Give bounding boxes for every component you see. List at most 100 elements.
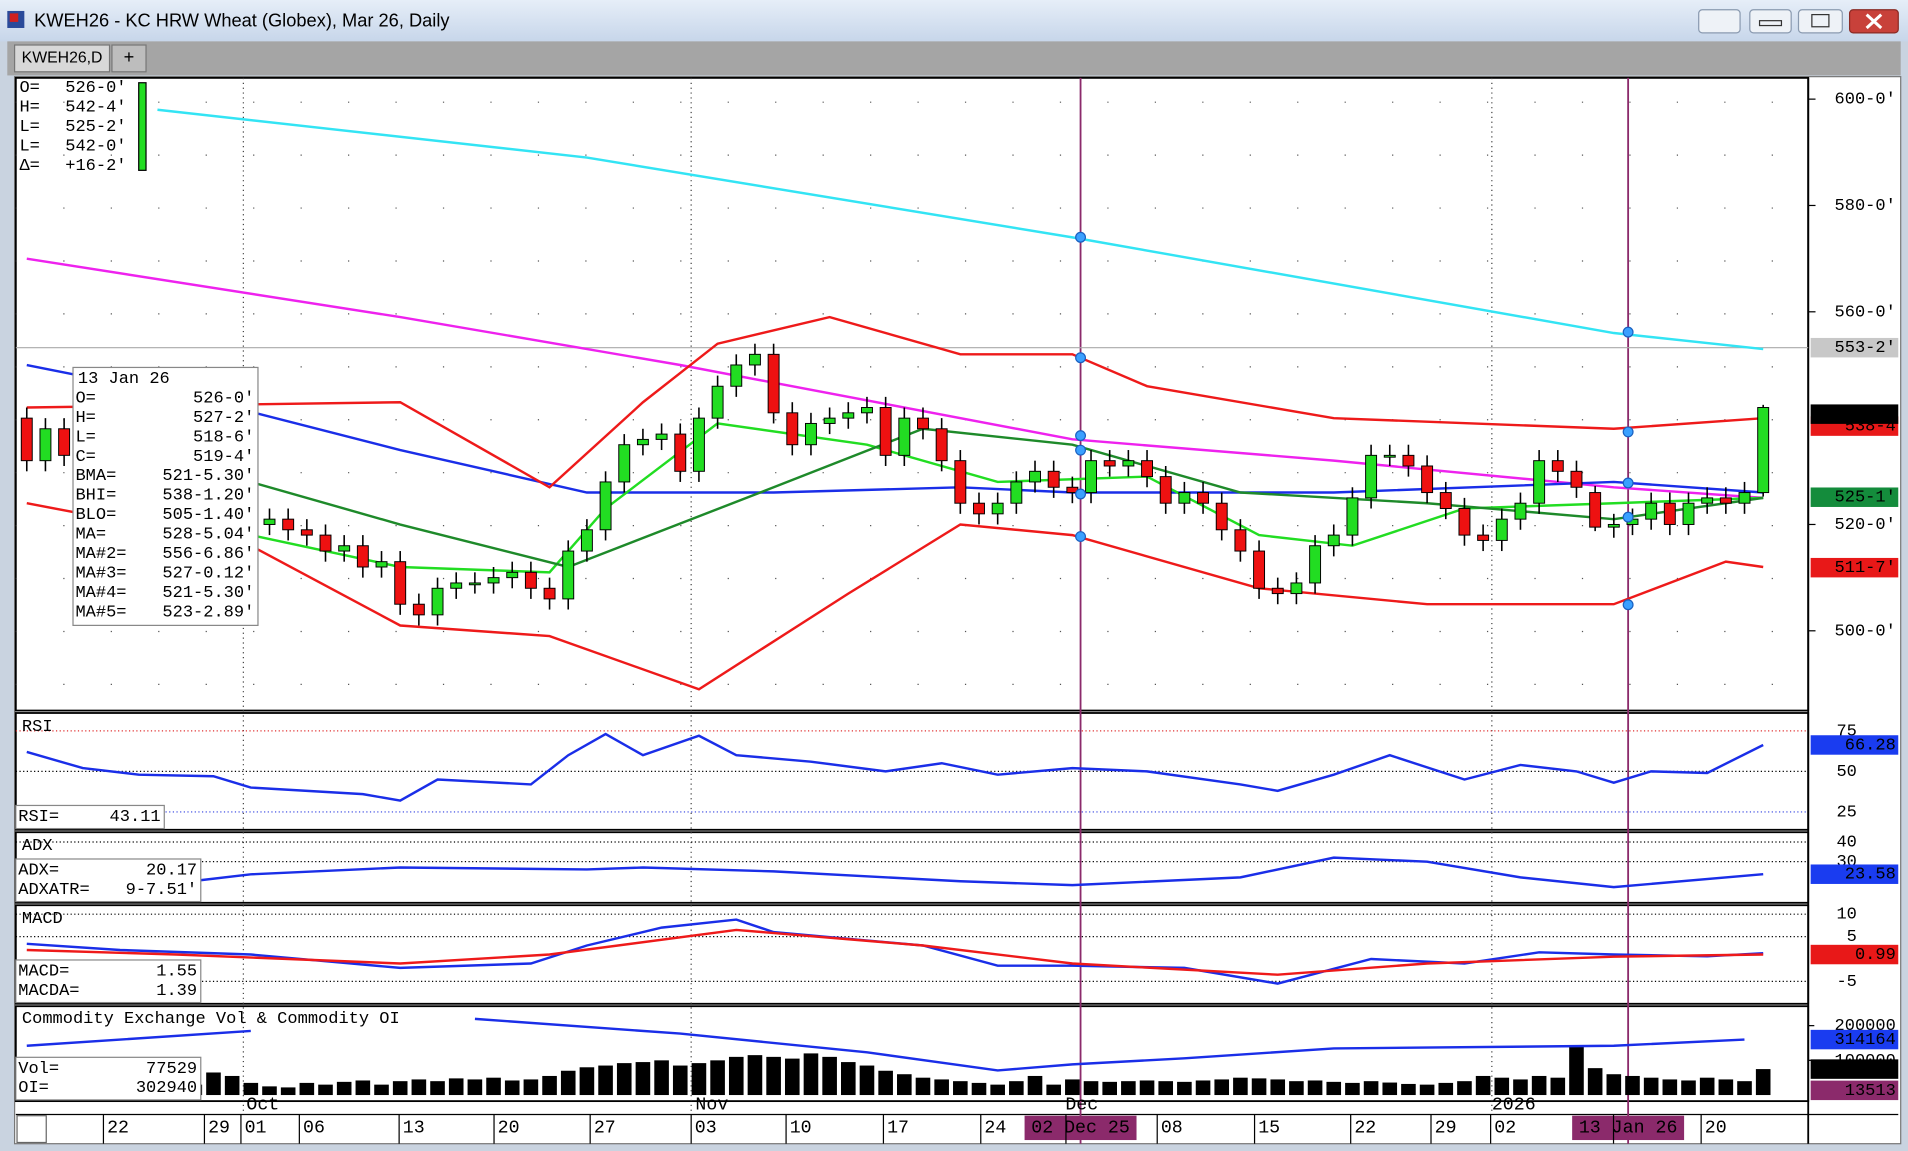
readout-value: 1.55: [156, 962, 197, 981]
cursor-point: [1622, 477, 1634, 489]
price-tag: 511-7': [1835, 559, 1896, 578]
readout-value: 43.11: [110, 808, 161, 827]
candle-body: [282, 518, 295, 531]
candle-body: [711, 385, 724, 419]
candle-body: [1215, 502, 1228, 531]
candle-body: [1234, 529, 1247, 552]
ohlc-label: L=: [19, 118, 39, 137]
candle-body: [1122, 460, 1135, 467]
candle-body: [1570, 470, 1583, 488]
indicator-line: [26, 1017, 1745, 1072]
maximize-button[interactable]: [1797, 9, 1843, 34]
add-tab-button[interactable]: [111, 44, 147, 73]
candle-body: [338, 545, 351, 552]
volume-bar: [224, 1075, 240, 1096]
indicator-line: [26, 502, 1764, 691]
candle-body: [1757, 407, 1770, 494]
price-tag-bg: [1810, 404, 1899, 424]
cursor-point: [1075, 352, 1087, 364]
volume-bar: [262, 1086, 277, 1096]
volume-bar: [1587, 1068, 1603, 1096]
candle-body: [991, 502, 1004, 515]
readout-value: 9-7.51': [126, 881, 197, 900]
volume-bar: [1550, 1077, 1566, 1096]
candle-body: [1383, 454, 1396, 458]
volume-bar: [1531, 1075, 1547, 1096]
candle-body: [1663, 502, 1676, 525]
data-window-date: 13 Jan 26: [78, 370, 170, 389]
readout-box: [15, 1056, 202, 1101]
volume-bar: [1009, 1081, 1024, 1096]
candle-body: [861, 407, 873, 414]
volume-bar: [803, 1053, 819, 1096]
volume-bar: [598, 1065, 613, 1096]
candle-body: [1178, 492, 1191, 504]
cursor-point: [1622, 326, 1634, 338]
candle-body: [39, 428, 52, 462]
volume-bar: [523, 1079, 539, 1096]
x-tick-label: 03: [695, 1119, 717, 1139]
candle-body: [823, 417, 836, 424]
candle-body: [804, 422, 817, 446]
panel-title: RSI: [22, 718, 53, 737]
data-window-value: 538-1.20': [162, 487, 254, 506]
volume-bar: [1699, 1077, 1715, 1096]
close-icon: [1865, 13, 1883, 30]
link-button[interactable]: [1698, 9, 1741, 34]
candle-body: [1047, 470, 1060, 488]
price-tag-bg: [1810, 557, 1899, 578]
candle-body: [506, 571, 519, 579]
candle-body: [730, 364, 743, 387]
volume-bar: [1270, 1079, 1286, 1096]
x-tick-label: 02 Dec 25: [1031, 1119, 1130, 1139]
candle-body: [1365, 454, 1378, 499]
minimize-icon: [1758, 20, 1783, 27]
ohlc-label: O=: [19, 79, 39, 98]
candle-body: [1159, 476, 1172, 504]
candle-body: [1085, 460, 1097, 494]
candle-body: [1197, 492, 1210, 504]
volume-bar: [878, 1070, 893, 1096]
title-bar: [0, 0, 1908, 42]
volume-bar: [1662, 1079, 1678, 1096]
candle-body: [1290, 582, 1303, 595]
volume-bar: [1158, 1081, 1174, 1096]
volume-bar: [542, 1075, 557, 1096]
value-tag: 66.28: [1845, 736, 1896, 755]
volume-bar: [897, 1074, 912, 1096]
data-window-value: 527-2': [193, 409, 254, 428]
data-window-label: MA#3=: [75, 565, 126, 584]
volume-bar: [1625, 1075, 1640, 1096]
candle-body: [58, 428, 71, 456]
volume-bar: [280, 1087, 296, 1096]
x-tick-label: 29: [1435, 1119, 1457, 1139]
candle-body: [1439, 492, 1452, 510]
volume-bar: [430, 1081, 445, 1096]
candle-body: [524, 571, 537, 589]
data-window-label: MA#4=: [75, 584, 126, 603]
candle-body: [319, 534, 332, 552]
volume-bar: [1513, 1079, 1528, 1096]
candle-body: [636, 438, 649, 446]
value-tag-bg: [1810, 1029, 1899, 1050]
x-tick-label: 13 Jan 26: [1579, 1119, 1678, 1139]
volume-bar: [1345, 1082, 1360, 1096]
candle-body: [674, 433, 687, 472]
volume-bar: [710, 1060, 725, 1096]
app-icon-mark: [9, 13, 19, 22]
data-window-value: 528-5.04': [162, 526, 254, 545]
data-window-label: O=: [75, 389, 95, 408]
volume-bar: [691, 1063, 707, 1096]
volume-bar: [1233, 1077, 1248, 1096]
candle-body: [1701, 497, 1714, 504]
readout-value: 20.17: [146, 861, 197, 880]
candle-body: [692, 417, 705, 472]
x-tick-label: 20: [498, 1119, 520, 1139]
chart-tab[interactable]: [13, 44, 111, 73]
volume-bar: [1457, 1081, 1472, 1096]
value-tag: 0.99: [1855, 946, 1896, 965]
x-tick-label: 20: [1705, 1119, 1727, 1139]
candle-body: [954, 460, 967, 504]
readout-label: MACDA=: [18, 982, 79, 1001]
